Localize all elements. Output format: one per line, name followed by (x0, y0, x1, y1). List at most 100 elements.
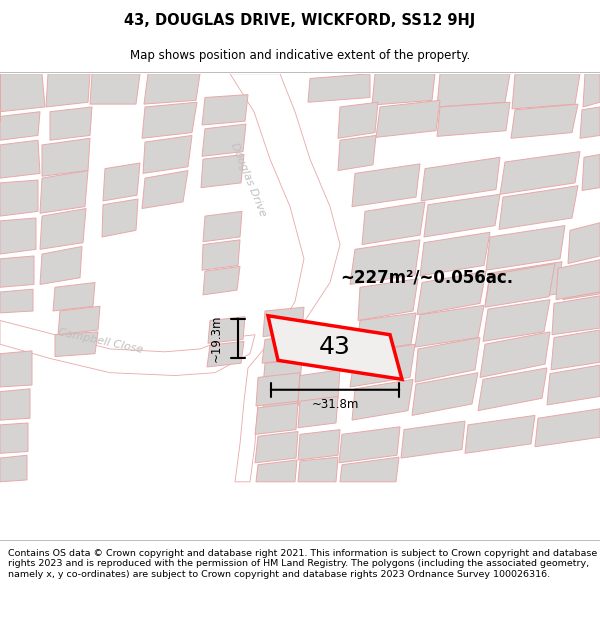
Polygon shape (350, 240, 420, 284)
Polygon shape (203, 266, 240, 295)
Polygon shape (207, 341, 244, 367)
Text: Campbell Close: Campbell Close (56, 328, 143, 355)
Polygon shape (486, 226, 565, 270)
Polygon shape (263, 361, 302, 387)
Polygon shape (0, 351, 32, 387)
Polygon shape (556, 260, 600, 299)
Polygon shape (424, 194, 500, 237)
Polygon shape (485, 262, 562, 305)
Polygon shape (401, 421, 465, 458)
Text: 43: 43 (319, 335, 351, 359)
Polygon shape (362, 202, 425, 244)
Text: Douglas Drive: Douglas Drive (229, 142, 268, 218)
Polygon shape (350, 344, 415, 387)
Polygon shape (58, 306, 100, 335)
Polygon shape (0, 218, 36, 254)
Polygon shape (0, 256, 34, 288)
Polygon shape (437, 102, 510, 136)
Polygon shape (0, 423, 28, 453)
Polygon shape (437, 74, 510, 107)
Polygon shape (255, 431, 298, 463)
Polygon shape (412, 372, 478, 416)
Polygon shape (142, 171, 188, 209)
Polygon shape (201, 154, 244, 188)
Polygon shape (298, 457, 338, 482)
Polygon shape (298, 396, 338, 428)
Polygon shape (563, 262, 600, 299)
Polygon shape (0, 140, 40, 178)
Polygon shape (46, 74, 90, 107)
Text: ~227m²/~0.056ac.: ~227m²/~0.056ac. (340, 269, 513, 287)
Polygon shape (208, 317, 245, 343)
Polygon shape (0, 289, 33, 313)
Polygon shape (40, 209, 86, 249)
Polygon shape (478, 368, 547, 411)
Polygon shape (308, 74, 370, 102)
Polygon shape (339, 427, 400, 463)
Polygon shape (372, 74, 435, 105)
Polygon shape (0, 321, 255, 376)
Polygon shape (202, 240, 240, 270)
Text: 43, DOUGLAS DRIVE, WICKFORD, SS12 9HJ: 43, DOUGLAS DRIVE, WICKFORD, SS12 9HJ (124, 13, 476, 28)
Text: ~31.8m: ~31.8m (311, 399, 359, 411)
Polygon shape (568, 222, 600, 264)
Polygon shape (420, 232, 490, 276)
Polygon shape (580, 107, 600, 138)
Polygon shape (142, 102, 197, 138)
Polygon shape (262, 335, 303, 363)
Polygon shape (485, 264, 555, 308)
Polygon shape (340, 457, 399, 482)
Polygon shape (415, 338, 480, 382)
Polygon shape (143, 136, 192, 173)
Polygon shape (256, 372, 300, 406)
Polygon shape (511, 104, 578, 138)
Polygon shape (102, 199, 138, 237)
Polygon shape (376, 101, 440, 138)
Polygon shape (352, 164, 420, 207)
Polygon shape (298, 429, 340, 460)
Polygon shape (0, 74, 45, 112)
Polygon shape (40, 246, 82, 284)
Polygon shape (40, 171, 88, 213)
Polygon shape (547, 365, 600, 405)
Polygon shape (417, 271, 486, 315)
Polygon shape (103, 163, 140, 201)
Polygon shape (298, 370, 340, 404)
Polygon shape (500, 152, 580, 194)
Polygon shape (203, 211, 242, 242)
Polygon shape (552, 296, 600, 335)
Polygon shape (415, 305, 484, 347)
Polygon shape (582, 154, 600, 191)
Polygon shape (42, 138, 90, 176)
Polygon shape (338, 102, 378, 138)
Text: Map shows position and indicative extent of the property.: Map shows position and indicative extent… (130, 49, 470, 62)
Polygon shape (144, 74, 200, 104)
Polygon shape (263, 308, 304, 337)
Polygon shape (255, 403, 298, 434)
Polygon shape (512, 74, 580, 109)
Polygon shape (483, 299, 550, 341)
Polygon shape (338, 136, 376, 171)
Polygon shape (551, 330, 600, 370)
Polygon shape (499, 186, 578, 229)
Polygon shape (0, 180, 38, 216)
Text: ~19.3m: ~19.3m (209, 314, 223, 362)
Polygon shape (263, 384, 300, 409)
Polygon shape (535, 409, 600, 447)
Polygon shape (202, 94, 248, 125)
Polygon shape (53, 282, 95, 311)
Polygon shape (465, 416, 535, 453)
Polygon shape (230, 74, 340, 482)
Polygon shape (480, 332, 550, 378)
Polygon shape (583, 74, 600, 107)
Polygon shape (55, 332, 98, 356)
Polygon shape (0, 455, 27, 482)
Polygon shape (202, 124, 246, 156)
Polygon shape (421, 158, 500, 201)
Polygon shape (352, 379, 413, 420)
Polygon shape (50, 107, 92, 140)
Polygon shape (0, 389, 30, 420)
Polygon shape (358, 279, 418, 321)
Polygon shape (0, 112, 40, 140)
Polygon shape (90, 74, 140, 104)
